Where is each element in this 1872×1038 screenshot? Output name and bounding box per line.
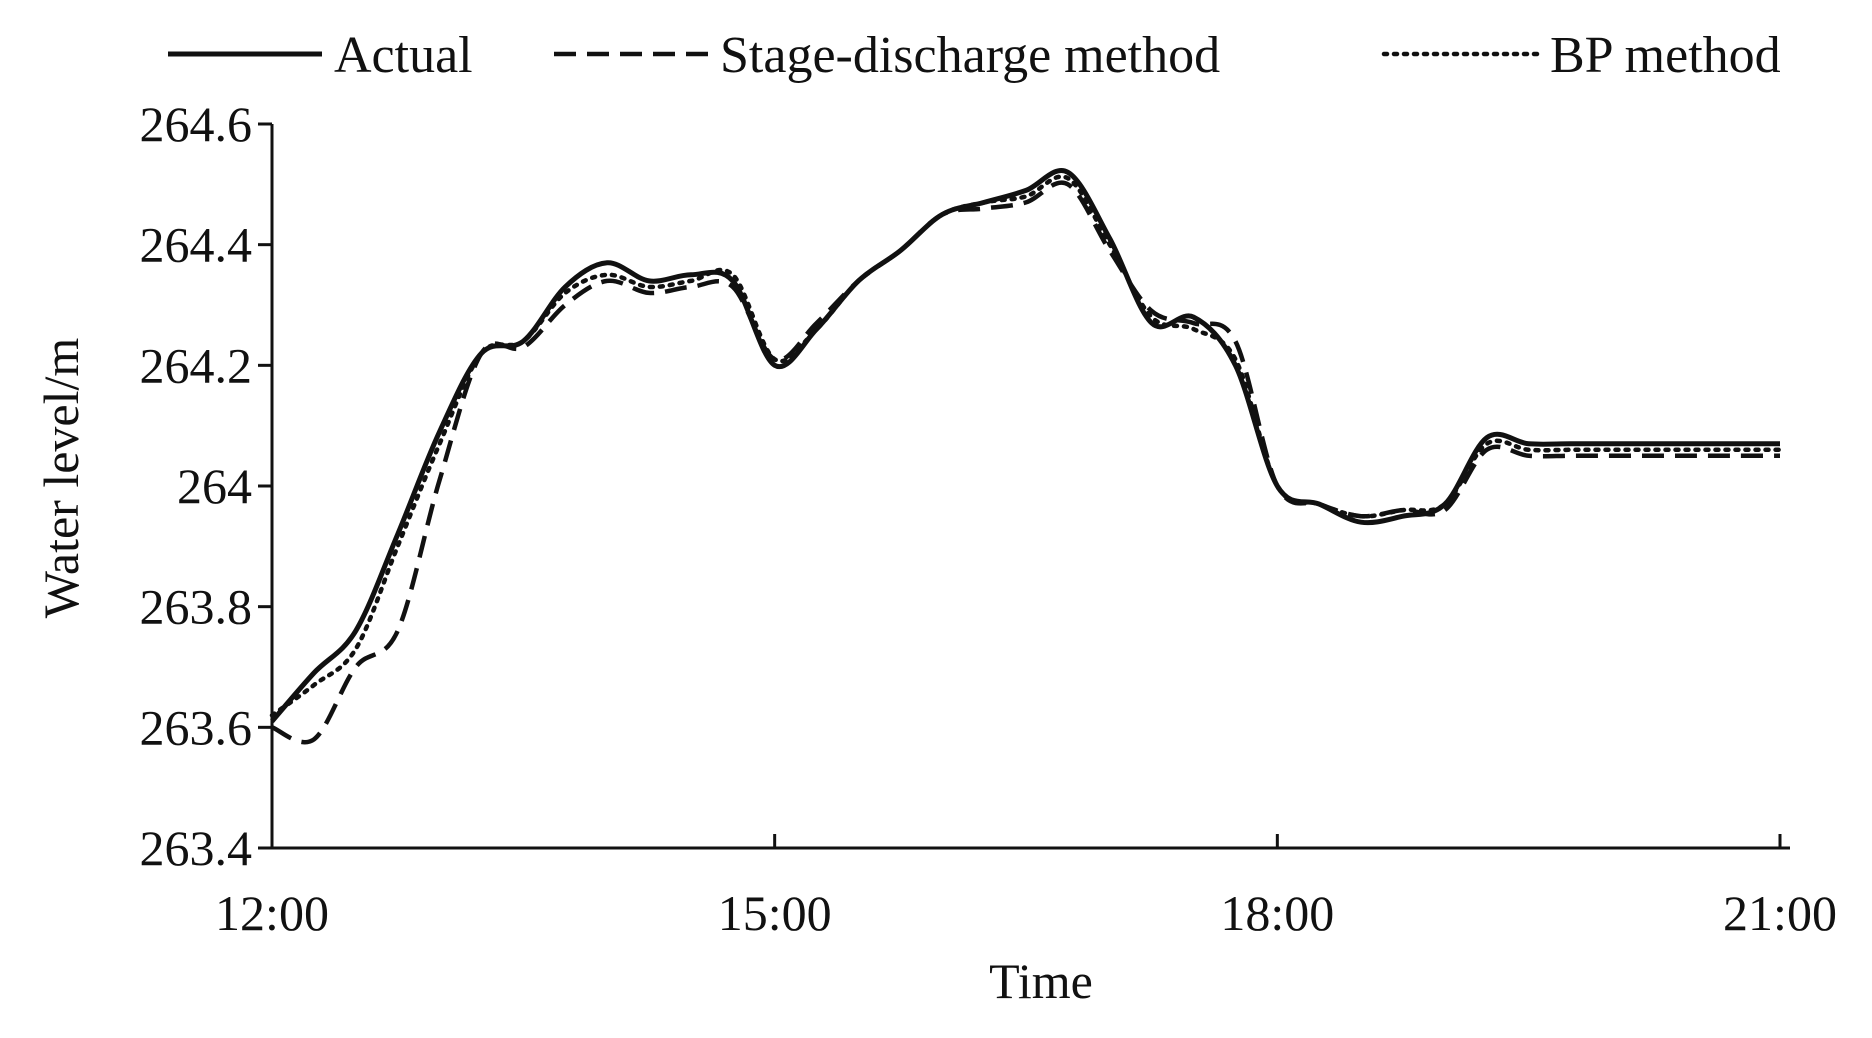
- x-tick-label: 15:00: [718, 885, 832, 941]
- y-tick-label: 264.6: [140, 96, 253, 152]
- legend-label: Actual: [334, 27, 473, 84]
- legend-label: Stage-discharge method: [720, 27, 1220, 84]
- y-axis-title: Water level/m: [33, 338, 89, 619]
- x-axis-ticks: 12:00 15:00 18:00 21:00: [215, 834, 1837, 941]
- series-line-bp-method: [269, 174, 1783, 718]
- y-tick-label: 264.2: [140, 337, 253, 393]
- x-tick-label: 21:00: [1723, 885, 1837, 941]
- y-tick-label: 264: [177, 458, 252, 514]
- y-axis-ticks: 263.4 263.6 263.8 264 264.2 264.4 264.6: [140, 96, 272, 876]
- x-tick-label: 12:00: [215, 885, 329, 941]
- y-tick-label: 263.6: [140, 699, 253, 755]
- legend: Actual Stage-discharge method BP method: [168, 27, 1781, 84]
- series-line-actual: [270, 168, 1780, 723]
- y-tick-label: 264.4: [140, 217, 253, 273]
- legend-label: BP method: [1550, 27, 1781, 84]
- series-line-stage-discharge-method: [271, 180, 1780, 745]
- x-tick-label: 18:00: [1220, 885, 1334, 941]
- y-tick-label: 263.8: [140, 579, 253, 635]
- series-layer: [269, 168, 1783, 745]
- x-axis-title: Time: [989, 953, 1093, 1009]
- y-tick-label: 263.4: [140, 820, 253, 876]
